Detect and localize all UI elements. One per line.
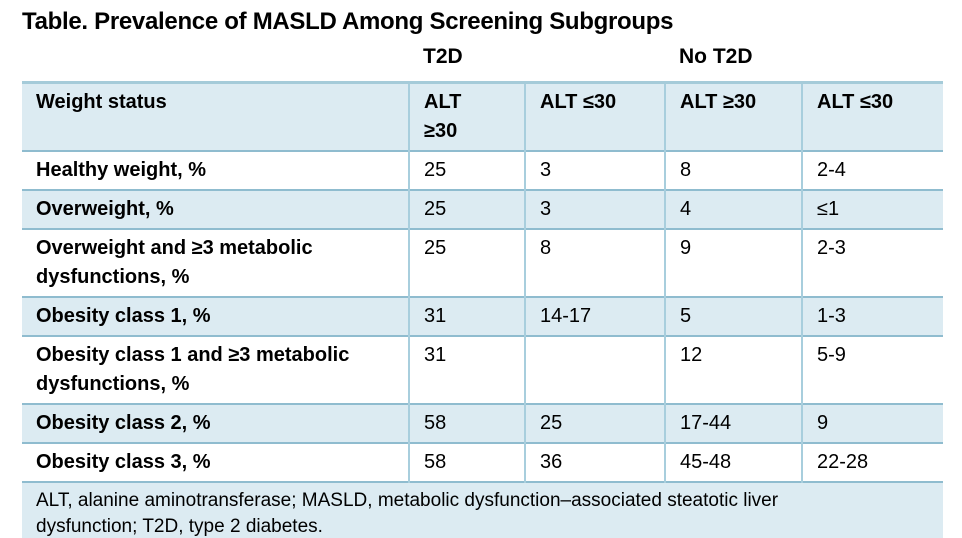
cell-value: 25 [524, 402, 665, 443]
cell-value: 4 [664, 188, 802, 229]
column-header-weight-status: Weight status [22, 82, 409, 151]
cell-value: 1-3 [801, 295, 943, 336]
cell-value [524, 334, 665, 404]
prevalence-table: Weight status ALT ≥30 ALT ≤30 ALT ≥30 AL… [22, 80, 943, 538]
row-label: Obesity class 1 and ≥3 metabolic dysfunc… [22, 334, 409, 404]
table-row: Healthy weight, % 25 3 8 2-4 [22, 149, 943, 190]
cell-value: 12 [664, 334, 802, 404]
column-header-not2d-alt-ge30: ALT ≥30 [664, 82, 802, 151]
cell-value: 3 [524, 188, 665, 229]
cell-value: 9 [664, 227, 802, 297]
table-title: Table. Prevalence of MASLD Among Screeni… [22, 8, 674, 35]
table-row: Overweight, % 25 3 4 ≤1 [22, 188, 943, 229]
cell-value: 3 [524, 149, 665, 190]
row-label: Healthy weight, % [22, 149, 409, 190]
column-header-t2d-alt-ge30: ALT ≥30 [424, 90, 462, 142]
column-header-not2d-alt-le30: ALT ≤30 [801, 82, 943, 151]
cell-value: 2-4 [801, 149, 943, 190]
footnote: ALT, alanine aminotransferase; MASLD, me… [36, 489, 779, 538]
row-label: Obesity class 3, % [22, 441, 409, 482]
column-header-t2d-alt-le30: ALT ≤30 [524, 82, 665, 151]
table-row: Obesity class 1 and ≥3 metabolic dysfunc… [22, 334, 943, 404]
cell-value: 17-44 [664, 402, 802, 443]
cell-value: ≤1 [801, 188, 943, 229]
cell-value: 5-9 [801, 334, 943, 404]
cell-value: 25 [408, 149, 525, 190]
cell-value: 5 [664, 295, 802, 336]
cell-value: 14-17 [524, 295, 665, 336]
cell-value: 31 [408, 334, 525, 404]
row-label: Overweight, % [22, 188, 409, 229]
cell-value: 9 [801, 402, 943, 443]
cell-value: 58 [408, 402, 525, 443]
cell-value: 25 [408, 188, 525, 229]
group-label-t2d: T2D [423, 44, 463, 68]
group-header-row: T2D No T2D [22, 43, 943, 81]
footnote-row: ALT, alanine aminotransferase; MASLD, me… [22, 480, 943, 538]
header-row: Weight status ALT ≥30 ALT ≤30 ALT ≥30 AL… [22, 82, 943, 151]
cell-value: 8 [524, 227, 665, 297]
table-row: Obesity class 3, % 58 36 45-48 22-28 [22, 441, 943, 482]
row-label: Obesity class 2, % [22, 402, 409, 443]
cell-value: 2-3 [801, 227, 943, 297]
cell-value: 8 [664, 149, 802, 190]
cell-value: 36 [524, 441, 665, 482]
cell-value: 25 [408, 227, 525, 297]
cell-value: 31 [408, 295, 525, 336]
table-row: Overweight and ≥3 metabolic dysfunctions… [22, 227, 943, 297]
cell-value: 22-28 [801, 441, 943, 482]
cell-value: 58 [408, 441, 525, 482]
row-label: Obesity class 1, % [22, 295, 409, 336]
cell-value: 45-48 [664, 441, 802, 482]
group-label-no-t2d: No T2D [679, 44, 753, 68]
table-row: Obesity class 1, % 31 14-17 5 1-3 [22, 295, 943, 336]
row-label: Overweight and ≥3 metabolic dysfunctions… [22, 227, 409, 297]
table-row: Obesity class 2, % 58 25 17-44 9 [22, 402, 943, 443]
